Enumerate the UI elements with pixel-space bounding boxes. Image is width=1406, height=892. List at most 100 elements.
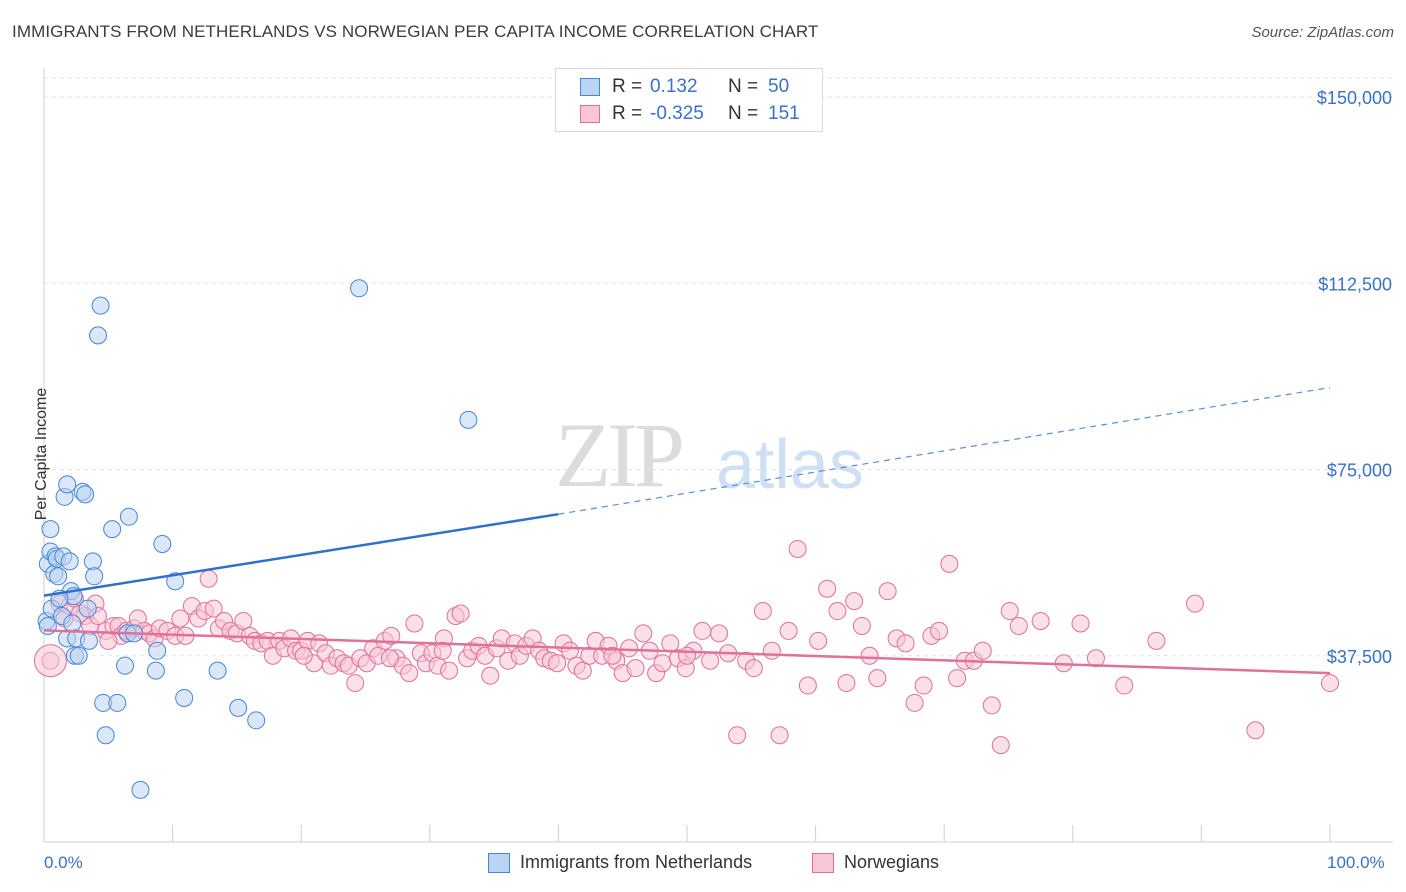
netherlands-point: [89, 326, 108, 345]
norwegian-point: [973, 641, 992, 660]
netherlands-point: [146, 661, 165, 680]
trend-line-netherlands-extension: [558, 386, 1331, 515]
norwegian-point: [199, 569, 218, 588]
bottom-legend-label-norwegians: Norwegians: [844, 852, 940, 872]
norwegian-point: [653, 654, 672, 673]
norwegian-point: [1147, 631, 1166, 650]
norwegian-point: [1031, 611, 1050, 630]
norwegian-point: [896, 634, 915, 653]
norwegian-point: [433, 641, 452, 660]
correlation-legend: R = 0.132 N = 50 R = -0.325 N = 151: [555, 68, 823, 132]
x-tick-left: 0.0%: [44, 853, 83, 872]
norwegian-point: [620, 639, 639, 658]
netherlands-point: [350, 279, 369, 298]
norwegian-point: [940, 554, 959, 573]
y-tick-label: $112,500: [1318, 274, 1392, 294]
norwegian-point: [779, 621, 798, 640]
norwegian-point: [693, 621, 712, 640]
bottom-legend-label-netherlands: Immigrants from Netherlands: [520, 852, 753, 872]
norwegian-point: [982, 696, 1001, 715]
norwegian-point: [440, 661, 459, 680]
norwegian-point: [204, 599, 223, 618]
netherlands-point: [208, 661, 227, 680]
norwegian-point: [860, 646, 879, 665]
norwegian-point: [1009, 616, 1028, 635]
legend-swatch-norwegians: [580, 105, 600, 123]
bottom-legend-netherlands: Immigrants from Netherlands: [488, 852, 752, 873]
norwegian-point: [346, 674, 365, 693]
norwegian-point: [744, 659, 763, 678]
legend-swatch-netherlands: [580, 78, 600, 96]
norwegian-point: [788, 539, 807, 558]
netherlands-point: [166, 572, 185, 591]
norwegian-point: [603, 646, 622, 665]
netherlands-point: [63, 614, 82, 633]
netherlands-point: [60, 552, 79, 571]
norwegian-point: [1071, 614, 1090, 633]
watermark-atlas: atlas: [716, 425, 864, 503]
norwegian-point: [762, 641, 781, 660]
norwegian-point: [382, 626, 401, 645]
trend-line-netherlands: [43, 512, 559, 597]
y-tick-label: $150,000: [1317, 88, 1392, 108]
norwegian-point: [294, 646, 313, 665]
norwegian-point: [809, 631, 828, 650]
netherlands-point: [91, 296, 110, 315]
axes: [43, 68, 1393, 843]
y-tick-label: $37,500: [1327, 647, 1392, 667]
legend-n-label: N =: [728, 76, 759, 97]
norwegian-point: [405, 614, 424, 633]
norwegian-point: [1115, 676, 1134, 695]
norwegian-point: [728, 726, 747, 745]
legend-row-netherlands: R = 0.132 N = 50: [580, 75, 789, 99]
norwegian-point: [171, 609, 190, 628]
netherlands-point: [96, 726, 115, 745]
norwegian-point: [1321, 674, 1339, 693]
netherlands-point: [76, 485, 95, 504]
netherlands-point: [78, 599, 97, 618]
norwegian-point: [845, 592, 864, 611]
norwegian-point: [948, 669, 967, 688]
norwegian-point: [818, 579, 837, 598]
watermark-zip: ZIP: [555, 404, 682, 506]
legend-r-label: R =: [612, 103, 643, 124]
norwegian-point: [991, 736, 1010, 755]
legend-row-norwegians: R = -0.325 N = 151: [580, 102, 800, 126]
norwegian-point: [634, 624, 653, 643]
grid-lines: [44, 77, 1393, 657]
norwegian-point: [770, 726, 789, 745]
netherlands-point: [80, 631, 99, 650]
legend-n-label: N =: [728, 103, 759, 124]
netherlands-point: [459, 410, 478, 429]
norwegian-point: [710, 624, 729, 643]
norwegian-point: [852, 616, 871, 635]
norwegian-point: [33, 644, 67, 678]
norwegian-point: [753, 602, 772, 621]
netherlands-point: [58, 475, 77, 494]
bottom-legend-swatch-netherlands: [488, 852, 510, 873]
y-tick-labels: $37,500 $75,000 $112,500 $150,000: [1317, 88, 1392, 667]
bottom-legend-swatch-norwegians: [812, 852, 834, 873]
chart-title: IMMIGRANTS FROM NETHERLANDS VS NORWEGIAN…: [12, 22, 819, 41]
netherlands-point: [131, 780, 150, 799]
norwegian-point: [99, 631, 118, 650]
netherlands-point: [153, 535, 172, 553]
norwegian-point: [1086, 649, 1105, 668]
bottom-legend-norwegians: Norwegians: [812, 852, 939, 873]
norwegian-point: [481, 666, 500, 685]
netherlands-point: [103, 520, 122, 539]
netherlands-point: [41, 520, 60, 539]
series-norwegians: [33, 539, 1339, 755]
x-tick-right: 100.0%: [1327, 853, 1385, 872]
norwegian-point: [661, 634, 680, 653]
y-axis-label: Per Capita Income: [33, 387, 50, 521]
netherlands-point: [108, 693, 127, 712]
legend-r-label: R =: [612, 76, 643, 97]
norwegian-point: [380, 649, 399, 668]
chart-source: Source: ZipAtlas.com: [1251, 24, 1394, 41]
netherlands-point: [85, 567, 104, 586]
norwegian-point: [234, 611, 253, 630]
netherlands-point: [119, 507, 138, 526]
norwegian-point: [548, 654, 567, 673]
